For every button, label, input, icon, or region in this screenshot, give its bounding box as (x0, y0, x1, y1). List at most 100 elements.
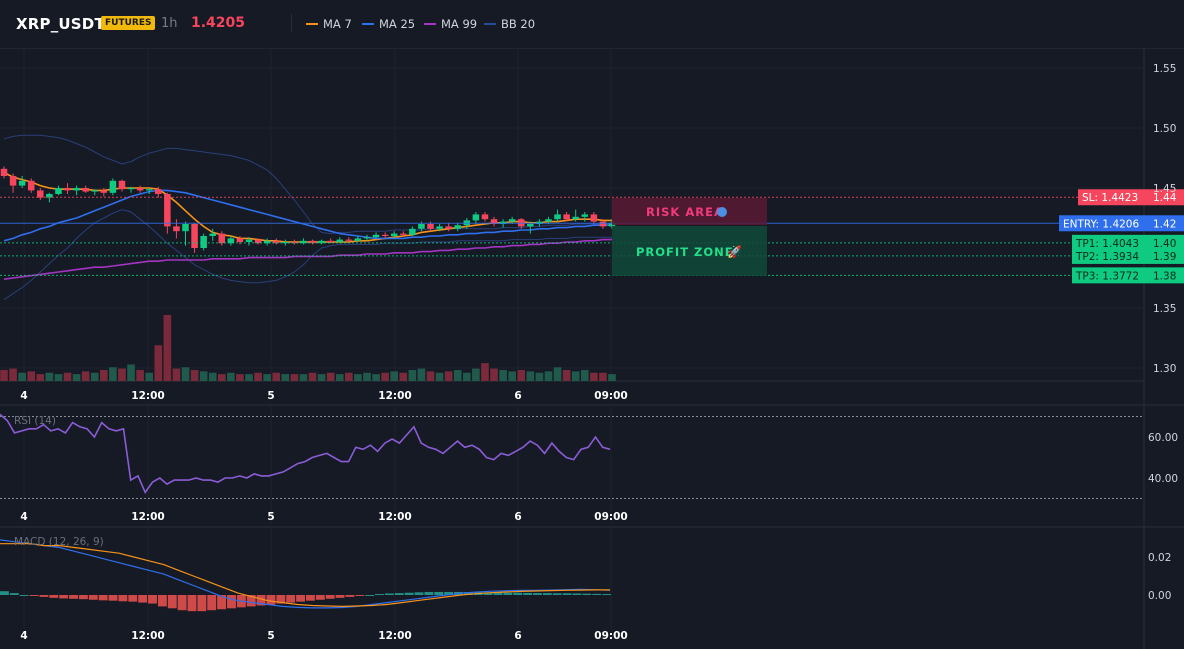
macd-title: MACD (12, 26, 9) (14, 536, 104, 548)
volume-bar (354, 374, 362, 381)
level-axis-tag-tp3 (1144, 267, 1184, 284)
x-tick-label: 6 (514, 511, 521, 523)
volume-bar (208, 372, 217, 381)
legend-bb20[interactable]: BB 20 (484, 17, 535, 31)
level-tag-sl (1078, 189, 1144, 206)
volume-bar (63, 372, 72, 381)
x-tick-label: 4 (20, 630, 27, 642)
volume-bar (36, 374, 45, 381)
volume-bar (544, 371, 553, 381)
macd-histogram-bar (108, 595, 118, 601)
level-axis-label-tp3: 1.38 (1153, 270, 1176, 282)
candle-body (409, 228, 416, 235)
macd-histogram-bar (404, 592, 414, 595)
volume-bar (245, 374, 253, 381)
candle-body (445, 226, 452, 229)
candle-body (363, 237, 371, 239)
macd-histogram-bar (246, 595, 256, 607)
volume-bar (472, 368, 480, 381)
candle-body (91, 190, 99, 192)
last-price: 1.4205 (191, 15, 246, 31)
price-tick-label: 1.50 (1153, 123, 1176, 135)
rsi-tick-label: 60.00 (1148, 432, 1178, 444)
volume-bar (9, 368, 17, 381)
rsi-title: RSI (14) (14, 415, 56, 427)
bb-upper-line (3, 134, 612, 235)
candle-body (400, 233, 407, 235)
macd-tick-label: 0.02 (1148, 552, 1171, 564)
volume-bar (54, 374, 63, 381)
volume-bar (571, 371, 580, 381)
timeframe-label[interactable]: 1h (161, 16, 178, 31)
volume-bar (444, 371, 453, 381)
volume-bar (390, 371, 399, 381)
candle-body (9, 176, 17, 186)
candle-body (581, 214, 589, 217)
volume-bar (190, 370, 199, 381)
price-axis[interactable]: 1.55 1.50 1.45 1.35 1.30 (1153, 63, 1176, 375)
candle-body (508, 219, 516, 222)
chart-header: XRP_USDT FUTURES 1h 1.4205 MA 7 MA 25 MA… (0, 0, 1184, 49)
candle-body (200, 236, 207, 248)
macd-histogram-bar (463, 592, 473, 595)
rsi-tick-label: 40.00 (1148, 473, 1178, 485)
volume-bar (417, 368, 426, 381)
candle-body (454, 225, 461, 229)
candle-body (227, 238, 235, 244)
volume-bar (163, 315, 172, 381)
macd-histogram-bar (118, 595, 128, 602)
level-axis-tag-entry (1144, 215, 1184, 232)
volume-bar (326, 372, 335, 381)
level-label-tp1: TP1: 1.4043 (1075, 238, 1139, 250)
candle-body (390, 233, 398, 236)
legend-ma99[interactable]: MA 99 (424, 17, 477, 31)
macd-histogram-bar (187, 595, 197, 612)
macd-histogram-bar (98, 595, 108, 601)
volume-bar (0, 370, 8, 381)
candle-body (563, 214, 570, 220)
symbol-title[interactable]: XRP_USDT (16, 15, 105, 33)
level-tag-entry (1059, 215, 1144, 232)
x-tick-label: 4 (20, 511, 27, 523)
volume-bar (363, 372, 371, 381)
volume-bar (127, 364, 135, 381)
level-axis-tag-tp2 (1144, 247, 1184, 264)
macd-histogram-bar (296, 595, 306, 602)
volume-bar (335, 374, 344, 381)
level-label-sl: SL: 1.4423 (1082, 192, 1138, 204)
x-tick-label: 09:00 (594, 630, 627, 642)
price-tick-label: 1.45 (1153, 183, 1176, 195)
candle-body (590, 214, 598, 222)
candle-body (55, 188, 62, 194)
x-tick-label: 09:00 (594, 390, 627, 402)
candle-body (354, 238, 362, 241)
candle-body (372, 234, 380, 238)
legend-ma7[interactable]: MA 7 (306, 17, 352, 31)
volume-bar (553, 367, 562, 381)
legend-ma25[interactable]: MA 25 (362, 17, 415, 31)
macd-histogram-bar (39, 595, 49, 597)
risk-area-box (612, 198, 767, 225)
x-tick-label: 5 (267, 630, 274, 642)
volume-bar (317, 374, 326, 381)
legend-swatch-bb20 (484, 23, 496, 25)
candle-body (100, 190, 108, 193)
candle-body (118, 180, 126, 190)
legend-swatch-ma7 (306, 23, 318, 25)
level-axis-label-tp1: 1.40 (1153, 238, 1176, 250)
macd-histogram-bar (394, 593, 404, 595)
macd-panel: MACD (12, 26, 9) 0.02 0.00 (0, 536, 1171, 612)
macd-histogram-bar (59, 595, 69, 599)
candle-body (490, 219, 498, 224)
volume-bar (281, 374, 290, 381)
x-tick-label: 6 (514, 390, 521, 402)
bollinger-bands (3, 134, 612, 301)
grid-lines (0, 48, 1184, 649)
macd-histogram-bar (306, 595, 315, 601)
candle-body (164, 194, 171, 227)
x-tick-label: 12:00 (131, 630, 164, 642)
volume-bar (435, 372, 444, 381)
volume-bar (299, 374, 308, 381)
candle-body (554, 214, 561, 220)
